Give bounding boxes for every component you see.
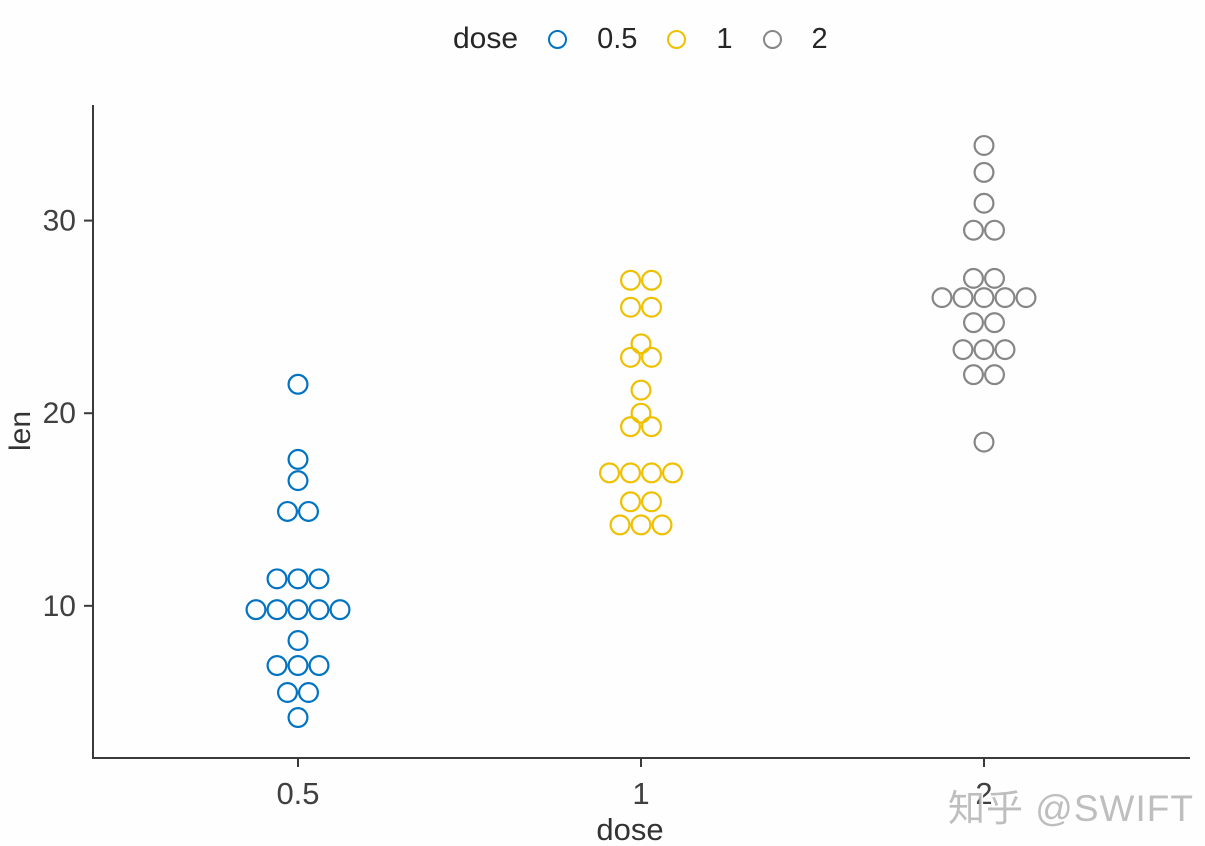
data-dot bbox=[994, 339, 1016, 361]
data-dot bbox=[287, 448, 309, 470]
x-tick-label-0.5: 0.5 bbox=[276, 776, 319, 811]
data-dot bbox=[598, 462, 620, 484]
data-dot bbox=[245, 599, 267, 621]
data-dot bbox=[973, 287, 995, 309]
data-dot bbox=[640, 416, 662, 438]
watermark: 知乎 @SWIFT bbox=[948, 788, 1194, 829]
x-tick-label-2: 2 bbox=[975, 776, 992, 811]
data-dot bbox=[983, 267, 1005, 289]
dot-group-dose-0.5 bbox=[245, 373, 351, 729]
data-dot bbox=[952, 287, 974, 309]
legend-item-label: 0.5 bbox=[597, 22, 638, 55]
data-dot bbox=[983, 219, 1005, 241]
legend-item-2: 2 bbox=[762, 22, 828, 55]
data-dot bbox=[609, 514, 631, 536]
data-dot bbox=[983, 364, 1005, 386]
legend-item-label: 1 bbox=[716, 22, 733, 55]
axis-lines bbox=[92, 105, 1190, 759]
data-dot bbox=[266, 599, 288, 621]
data-dot bbox=[298, 682, 320, 704]
data-dot bbox=[983, 312, 1005, 334]
data-dot bbox=[619, 416, 641, 438]
data-dot bbox=[640, 491, 662, 513]
x-axis-title: dose bbox=[596, 812, 663, 846]
legend-circle-icon bbox=[667, 29, 687, 49]
data-dot bbox=[277, 500, 299, 522]
data-dot bbox=[973, 431, 995, 453]
data-dot bbox=[619, 296, 641, 318]
data-dot bbox=[266, 655, 288, 677]
data-dot bbox=[619, 462, 641, 484]
legend-item-label: 2 bbox=[811, 22, 828, 55]
data-dot bbox=[630, 514, 652, 536]
data-dot bbox=[962, 219, 984, 241]
data-dot bbox=[640, 296, 662, 318]
data-dot bbox=[287, 373, 309, 395]
y-axis-ticks: 10 20 30 bbox=[43, 205, 93, 623]
data-dot bbox=[973, 339, 995, 361]
data-dot bbox=[287, 655, 309, 677]
data-dot bbox=[994, 287, 1016, 309]
data-dot bbox=[630, 333, 652, 355]
dot-group-dose-1 bbox=[598, 269, 683, 536]
data-dot bbox=[298, 500, 320, 522]
data-dot bbox=[1015, 287, 1037, 309]
data-dot bbox=[287, 629, 309, 651]
data-dot bbox=[931, 287, 953, 309]
data-dot bbox=[952, 339, 974, 361]
data-dot bbox=[308, 599, 330, 621]
legend-title: dose bbox=[453, 22, 519, 55]
data-dot bbox=[973, 134, 995, 156]
data-dot bbox=[287, 568, 309, 590]
legend-circle-icon bbox=[548, 29, 568, 49]
data-dots bbox=[245, 134, 1037, 729]
y-tick-label-20: 20 bbox=[43, 397, 76, 430]
legend-item-1: 1 bbox=[667, 22, 733, 55]
y-tick-label-30: 30 bbox=[43, 205, 76, 238]
legend-items: 0.5 1 2 bbox=[548, 22, 828, 55]
data-dot bbox=[287, 470, 309, 492]
data-dot bbox=[619, 491, 641, 513]
data-dot bbox=[329, 599, 351, 621]
data-dot bbox=[277, 682, 299, 704]
data-dot bbox=[973, 161, 995, 183]
y-tick-label-10: 10 bbox=[43, 590, 76, 623]
data-dot bbox=[287, 707, 309, 729]
x-tick-label-1: 1 bbox=[632, 776, 649, 811]
data-dot bbox=[973, 192, 995, 214]
x-axis-ticks: 0.5 1 2 bbox=[276, 758, 993, 811]
y-axis-title: len bbox=[4, 411, 37, 451]
data-dot bbox=[308, 655, 330, 677]
legend-item-0.5: 0.5 bbox=[548, 22, 638, 55]
data-dot bbox=[630, 379, 652, 401]
data-dot bbox=[308, 568, 330, 590]
data-dot bbox=[640, 346, 662, 368]
data-dot bbox=[640, 462, 662, 484]
dot-group-dose-2 bbox=[931, 134, 1037, 453]
legend: dose 0.5 1 2 bbox=[453, 20, 828, 58]
legend-circle-icon bbox=[762, 29, 782, 49]
data-dot bbox=[640, 269, 662, 291]
data-dot bbox=[962, 267, 984, 289]
data-dot bbox=[651, 514, 673, 536]
data-dot bbox=[962, 312, 984, 334]
data-dot bbox=[962, 364, 984, 386]
data-dot bbox=[619, 269, 641, 291]
data-dot bbox=[266, 568, 288, 590]
data-dot bbox=[661, 462, 683, 484]
data-dot bbox=[619, 346, 641, 368]
data-dot bbox=[287, 599, 309, 621]
data-dot bbox=[630, 402, 652, 424]
